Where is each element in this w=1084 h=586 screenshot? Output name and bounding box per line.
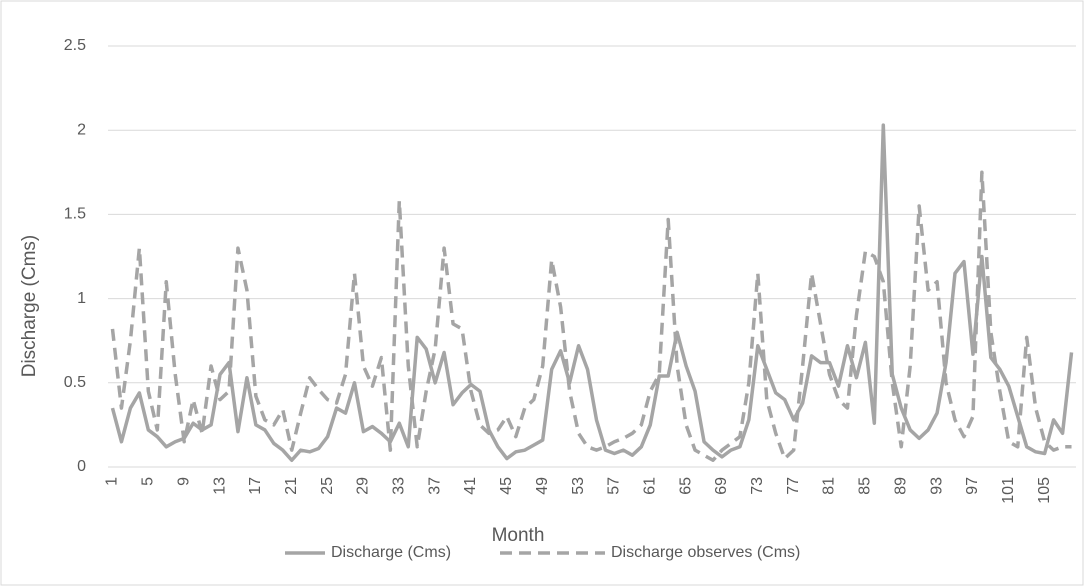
y-tick-label: 1 [77,290,86,307]
y-tick-label: 2.5 [64,37,86,54]
x-tick-label: 57 [606,477,623,495]
y-axis-title: Discharge (Cms) [19,235,40,378]
x-tick-label: 69 [713,477,730,495]
x-tick-label: 77 [785,477,802,495]
x-tick-label: 61 [641,477,658,495]
y-tick-label: 2 [77,121,86,138]
series-line [110,170,1072,463]
y-tick-label: 0.5 [64,374,86,391]
x-tick-label: 101 [1000,477,1017,504]
x-tick-label: 41 [462,477,479,495]
x-tick-label: 37 [426,477,443,495]
legend-label: Discharge observes (Cms) [611,544,800,561]
x-tick-label: 105 [1036,477,1053,504]
x-tick-label: 49 [534,477,551,495]
x-tick-label: 85 [857,477,874,495]
x-tick-label: 53 [570,477,587,495]
x-tick-label: 45 [498,477,515,495]
y-tick-label: 1.5 [64,206,86,223]
legend-label: Discharge (Cms) [331,544,451,561]
x-tick-label: 17 [247,477,264,495]
x-tick-label: 89 [892,477,909,495]
y-tick-label: 0 [77,458,86,475]
x-tick-label: 81 [821,477,838,495]
x-tick-label: 93 [928,477,945,495]
x-tick-label: 25 [319,477,336,495]
x-tick-label: 73 [749,477,766,495]
x-tick-label: 29 [355,477,372,495]
series-line [110,123,1074,463]
x-tick-label: 97 [964,477,981,495]
x-axis-title: Month [492,525,545,546]
x-tick-label: 13 [211,477,228,495]
x-tick-label: 5 [140,477,157,486]
x-tick-label: 21 [283,477,300,495]
x-tick-label: 1 [104,477,121,486]
x-tick-label: 9 [175,477,192,486]
x-tick-label: 33 [391,477,408,495]
x-tick-label: 65 [677,477,694,495]
